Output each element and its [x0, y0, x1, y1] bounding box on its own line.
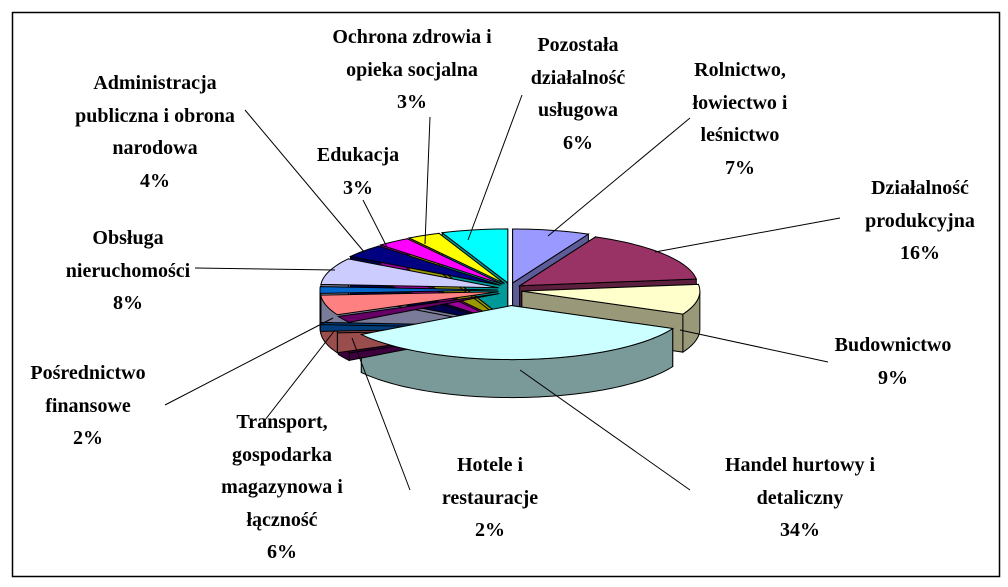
- category-name: Działalność produkcyjna: [865, 177, 975, 232]
- value-label: 6%: [562, 131, 593, 154]
- value-label: 3%: [343, 176, 373, 199]
- category-name: Edukacja: [316, 144, 400, 166]
- value-label: 6%: [266, 541, 297, 563]
- leader-line: [519, 369, 691, 491]
- value-label: 34%: [780, 519, 820, 541]
- slice: [407, 232, 505, 285]
- slice-label: Pośrednictwo finansowe 2%: [30, 357, 145, 455]
- leader-line: [679, 329, 829, 363]
- value-label: 7%: [724, 156, 755, 179]
- leader-line: [351, 337, 411, 491]
- category-name: Transport, gospodarka magazynowa i łączn…: [221, 411, 343, 531]
- slice-label: Administracja publiczna i obrona narodow…: [75, 67, 235, 197]
- value-label: 3%: [397, 91, 427, 113]
- slice-label: Obsługa nieruchomości 8%: [66, 222, 190, 320]
- leader-line: [194, 267, 336, 271]
- slice: [319, 286, 499, 294]
- slice: [359, 305, 675, 361]
- value-label: 2%: [73, 427, 103, 449]
- slice-label: Handel hurtowy i detaliczny 34%: [725, 449, 875, 547]
- slice: [517, 236, 698, 287]
- category-name: Obsługa nieruchomości: [65, 227, 191, 282]
- slice-label: Ochrona zdrowia i opieka socjalna 3%: [332, 21, 491, 119]
- leader-line: [467, 94, 523, 241]
- leader-line: [244, 109, 366, 254]
- category-name: Administracja publiczna i obrona narodow…: [75, 72, 235, 159]
- slice-label: Transport, gospodarka magazynowa i łączn…: [221, 406, 343, 569]
- category-name: Rolnictwo, łowiectwo i leśnictwo: [692, 59, 788, 146]
- slice-label: Budownictwo 9%: [835, 329, 952, 394]
- value-label: 9%: [877, 366, 908, 389]
- slice: [521, 283, 701, 315]
- slice-label: Działalność produkcyjna 16%: [865, 172, 975, 270]
- slice: [320, 258, 499, 289]
- value-label: 2%: [475, 519, 505, 541]
- value-label: 8%: [113, 292, 143, 314]
- leader-line: [424, 116, 431, 245]
- value-label: 4%: [140, 169, 170, 192]
- slice-label: Rolnictwo, łowiectwo i leśnictwo 7%: [693, 54, 788, 184]
- slice: [320, 291, 499, 316]
- slice-label: Pozostała działalność usługowa 6%: [531, 29, 625, 159]
- leader-line: [164, 317, 334, 406]
- value-label: 16%: [899, 242, 940, 264]
- category-name: Budownictwo: [834, 334, 952, 356]
- leader-line: [547, 117, 691, 237]
- leader-line: [654, 217, 841, 253]
- category-name: Handel hurtowy i detaliczny: [724, 454, 876, 509]
- category-name: Pozostała działalność usługowa: [530, 34, 626, 121]
- slice: [512, 228, 590, 284]
- leader-line: [362, 199, 388, 248]
- category-name: Ochrona zdrowia i opieka socjalna: [332, 26, 492, 81]
- category-name: Hotele i restauracje: [441, 454, 539, 509]
- leader-line: [264, 329, 336, 421]
- category-name: Pośrednictwo finansowe: [30, 362, 146, 417]
- slice: [379, 238, 503, 285]
- slice: [440, 228, 509, 284]
- slice-label: Edukacja 3%: [317, 139, 399, 204]
- slice: [336, 292, 500, 323]
- slice-label: Hotele i restauracje 2%: [442, 449, 538, 547]
